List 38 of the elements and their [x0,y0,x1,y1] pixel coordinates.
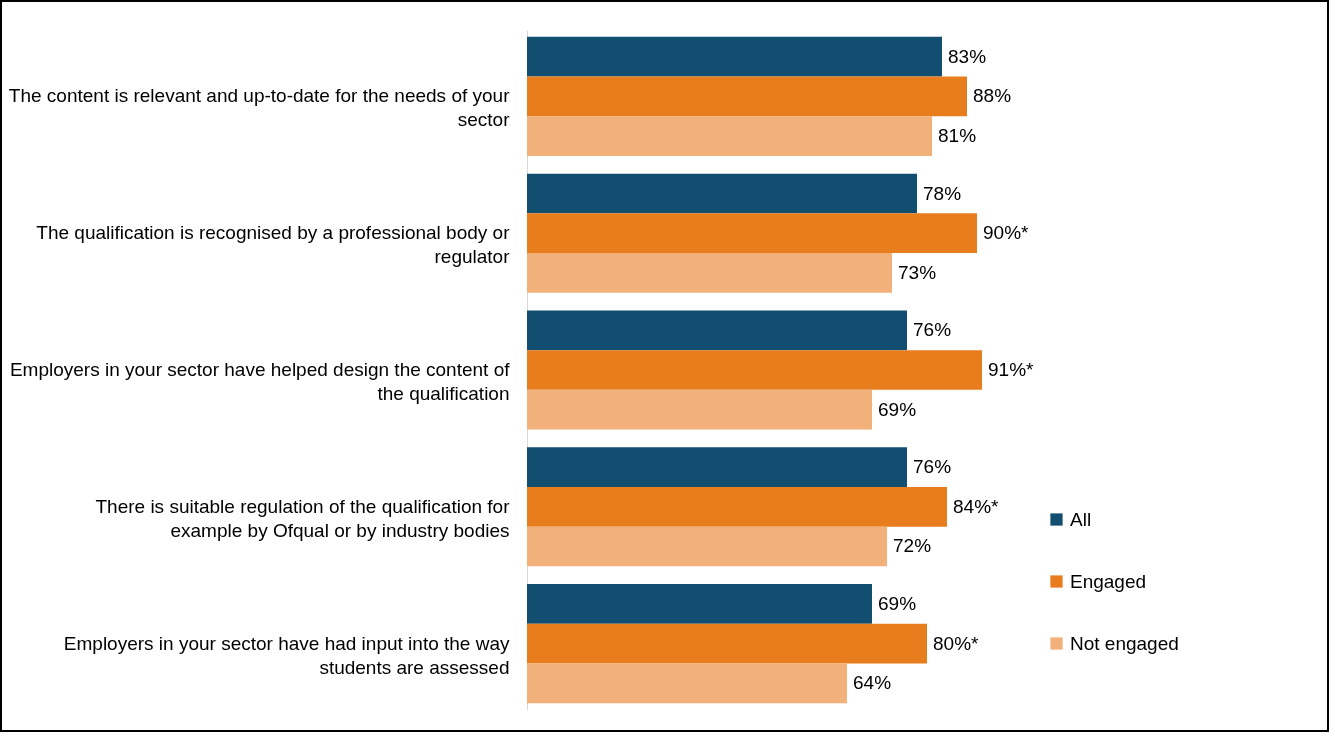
data-label: 76% [913,456,952,478]
y-tick-label: Employers in your sector have helped design the content of the qualification [9,359,511,404]
bar [527,486,947,527]
bar [527,389,872,430]
legend-label: Not engaged [1070,632,1179,654]
y-tick-label: Employers in your sector have had input into the way students are assessed [63,632,510,678]
data-label: 64% [853,672,892,694]
data-label: 83% [948,45,987,67]
data-label: 84%* [953,495,1000,517]
data-label: 88% [973,85,1012,107]
bar [527,173,917,214]
y-tick-label: The content is relevant and up-to-date for the needs of your sector [8,85,511,131]
data-label: 80%* [933,632,980,654]
bar [527,584,872,624]
data-label: 69% [878,592,917,614]
bar [527,36,942,77]
y-tick-label: There is suitable regulation of the qualification for example by Ofqual or by industry bodies [95,495,511,541]
bar [527,76,967,117]
bar [527,447,907,487]
bar [527,623,927,664]
bar [527,116,932,156]
data-label: 78% [923,182,962,204]
data-label: 72% [893,535,932,557]
legend-label: All [1070,508,1092,530]
bar [527,526,887,567]
legend-label: Engaged [1070,570,1147,592]
bar [527,253,892,293]
data-label: 90%* [983,222,1030,244]
y-tick-label: The qualification is recognised by a professional body or regulator [36,222,511,268]
data-label: 91%* [988,359,1035,380]
data-label: 69% [878,398,917,420]
bar [527,663,847,704]
data-label: 81% [938,125,977,147]
bar [527,350,982,390]
bar [527,310,907,351]
data-label: 73% [898,261,937,283]
data-label: 76% [913,319,952,341]
bar [527,213,977,254]
